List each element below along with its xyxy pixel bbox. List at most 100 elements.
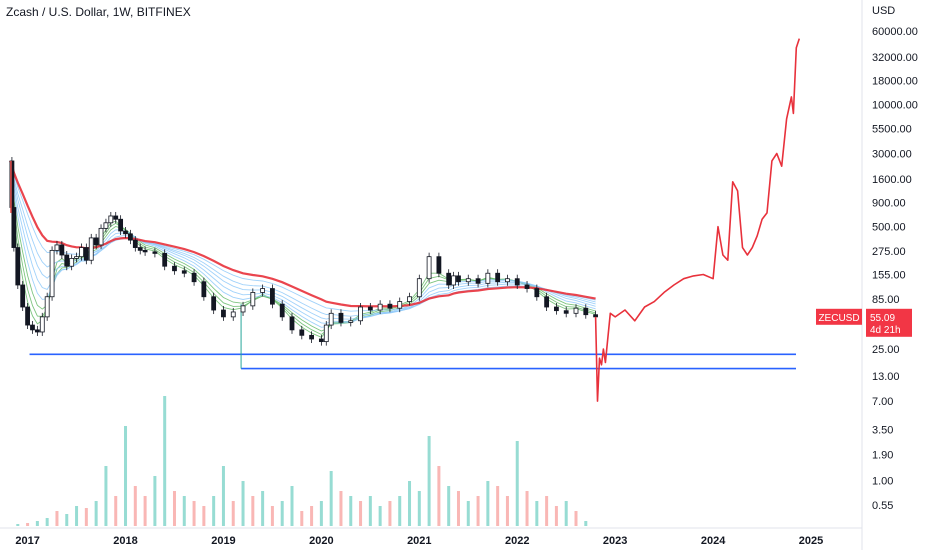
volume-bar [133, 486, 137, 526]
candle [563, 310, 569, 314]
candle [367, 306, 373, 311]
candle [328, 312, 334, 326]
volume-bar [290, 486, 294, 526]
x-tick-label: 2024 [701, 535, 726, 547]
candle [377, 303, 383, 311]
candle [128, 233, 133, 241]
candle [20, 284, 26, 308]
x-tick-label: 2020 [309, 535, 333, 547]
x-tick-label: 2025 [799, 535, 823, 547]
y-tick-label: 3000.00 [872, 148, 912, 160]
volume-bar [476, 496, 480, 526]
volume-bar [114, 496, 118, 526]
y-tick-label: 155.00 [872, 270, 906, 282]
volume-bar [427, 436, 431, 526]
x-tick-label: 2023 [603, 535, 627, 547]
volume-bar [574, 511, 578, 526]
x-tick-label: 2022 [505, 535, 529, 547]
candle [142, 249, 148, 253]
candle [426, 256, 432, 280]
volume-bar [75, 506, 79, 526]
candle [191, 272, 197, 283]
volume-bar [163, 396, 167, 526]
candle [495, 272, 501, 283]
candle [279, 303, 285, 318]
volume-bar [35, 521, 39, 526]
candle [387, 303, 393, 309]
volume-bar [388, 501, 392, 526]
volume-bar [104, 466, 108, 526]
candle [358, 306, 363, 322]
volume-bar [261, 491, 265, 526]
projection-line [594, 38, 801, 402]
candle [221, 309, 226, 318]
volume-bar [349, 496, 353, 526]
volume-bar [241, 481, 245, 526]
candle [289, 316, 295, 331]
volume-bar [437, 466, 441, 526]
y-tick-label: 18000.00 [872, 75, 918, 87]
chart-title: Zcash / U.S. Dollar, 1W, BITFINEX [6, 5, 191, 19]
candle [59, 244, 65, 256]
candle [118, 218, 124, 232]
candle [172, 265, 177, 272]
candle [338, 312, 344, 323]
candle [407, 296, 412, 302]
candle [152, 251, 158, 254]
candle [181, 270, 187, 274]
volume-bar [525, 491, 529, 526]
candle [534, 288, 540, 298]
y-tick-label: 500.00 [872, 222, 906, 234]
candle [465, 278, 471, 283]
candle [348, 320, 354, 323]
candle [451, 275, 456, 286]
candle [554, 306, 559, 312]
ema-slow-line [8, 160, 596, 308]
volume-bar [124, 426, 128, 526]
price-candles [9, 156, 598, 346]
countdown-value: 4d 21h [870, 325, 901, 336]
x-tick-label: 2021 [407, 535, 431, 547]
candle [11, 207, 17, 248]
candle [201, 281, 207, 298]
volume-bar [368, 496, 372, 526]
volume-bar [182, 496, 186, 526]
volume-bar [466, 501, 470, 526]
candle [39, 316, 45, 333]
candle [25, 306, 30, 326]
candle [49, 249, 55, 298]
volume-bar [398, 496, 402, 526]
x-tick-label: 2017 [15, 535, 39, 547]
ema-ribbon [8, 160, 596, 338]
y-tick-label: 25.00 [872, 344, 900, 356]
volume-bar [564, 501, 568, 526]
volume-bar [55, 511, 59, 526]
candle [69, 258, 75, 267]
volume-bar [339, 491, 343, 526]
ema-line [9, 160, 596, 312]
volume-bar [45, 518, 49, 526]
x-tick-label: 2018 [113, 535, 137, 547]
y-tick-label: 1.90 [872, 449, 893, 461]
candle [544, 296, 550, 308]
volume-bar [554, 506, 558, 526]
candle [108, 215, 114, 224]
volume-bar [251, 496, 255, 526]
candle [397, 301, 403, 309]
y-tick-label: 3.50 [872, 424, 893, 436]
candle [34, 329, 40, 333]
candle [323, 324, 329, 343]
candle [270, 288, 275, 305]
volume-bar [153, 476, 157, 526]
symbol-badge [816, 308, 862, 325]
candle [98, 227, 104, 246]
volume-bar [300, 511, 304, 526]
volume-bar [515, 441, 519, 526]
candle [230, 311, 236, 318]
volume-bar [447, 486, 451, 526]
y-tick-label: 13.00 [872, 371, 900, 383]
x-tick-label: 2019 [211, 535, 235, 547]
candle [74, 256, 79, 259]
volume-bar [486, 481, 490, 526]
